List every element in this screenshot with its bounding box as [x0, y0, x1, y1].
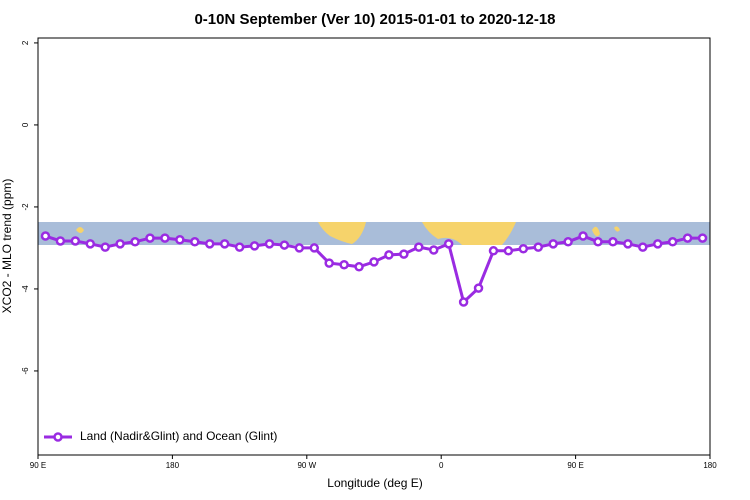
data-point — [204, 239, 215, 249]
data-point — [279, 240, 290, 250]
data-point — [354, 262, 364, 272]
data-point — [623, 239, 633, 249]
data-point — [414, 242, 424, 252]
data-point — [488, 246, 499, 256]
y-axis-label: XCO2 - MLO trend (ppm) — [0, 179, 14, 314]
y-tick-label: 0 — [21, 122, 30, 127]
x-tick-label: 180 — [703, 461, 717, 470]
data-point — [145, 233, 155, 243]
x-tick-label: 0 — [439, 461, 444, 470]
data-point — [518, 244, 529, 254]
map-band — [38, 222, 710, 245]
data-point — [697, 233, 708, 243]
y-tick-label: -4 — [21, 285, 30, 293]
data-point — [55, 236, 66, 246]
data-point — [309, 243, 320, 253]
data-point — [160, 233, 170, 243]
data-point — [578, 231, 588, 241]
data-point — [533, 242, 544, 252]
data-point — [638, 242, 648, 252]
y-tick-label: -6 — [21, 367, 30, 375]
data-point — [384, 250, 394, 260]
x-tick-label: 90 E — [30, 461, 46, 470]
y-tick-label: 2 — [21, 40, 30, 45]
x-tick-label: 90 W — [297, 461, 316, 470]
data-point — [563, 237, 573, 247]
data-point — [458, 297, 469, 307]
x-tick-label: 90 E — [567, 461, 583, 470]
data-point — [100, 242, 110, 252]
data-point — [294, 243, 305, 253]
data-point — [399, 249, 409, 259]
x-tick-label: 180 — [166, 461, 180, 470]
data-point — [503, 246, 514, 256]
data-point — [115, 239, 125, 249]
y-tick-label: -2 — [21, 203, 30, 211]
data-point — [219, 239, 230, 249]
data-point — [473, 283, 484, 293]
data-point — [70, 236, 81, 246]
plot-frame — [37, 37, 711, 456]
data-point — [608, 237, 618, 247]
data-point — [130, 237, 140, 247]
chart-title: 0-10N September (Ver 10) 2015-01-01 to 2… — [194, 11, 555, 28]
data-point — [324, 258, 334, 268]
data-point — [593, 237, 603, 247]
data-point — [264, 239, 275, 249]
data-point — [190, 237, 200, 247]
data-point — [443, 239, 454, 249]
data-point — [667, 237, 678, 247]
data-point — [369, 257, 379, 267]
data-point — [339, 259, 349, 270]
data-point — [40, 231, 51, 241]
data-point — [175, 234, 185, 245]
data-point — [548, 239, 558, 249]
data-point — [652, 239, 663, 249]
legend-marker — [53, 432, 63, 442]
legend-label: Land (Nadir&Glint) and Ocean (Glint) — [80, 429, 277, 443]
data-point — [234, 242, 245, 252]
data-point — [682, 233, 693, 243]
x-axis-label: Longitude (deg E) — [327, 476, 422, 490]
data-point — [85, 239, 96, 249]
data-point — [428, 245, 439, 255]
data-point — [249, 241, 260, 251]
